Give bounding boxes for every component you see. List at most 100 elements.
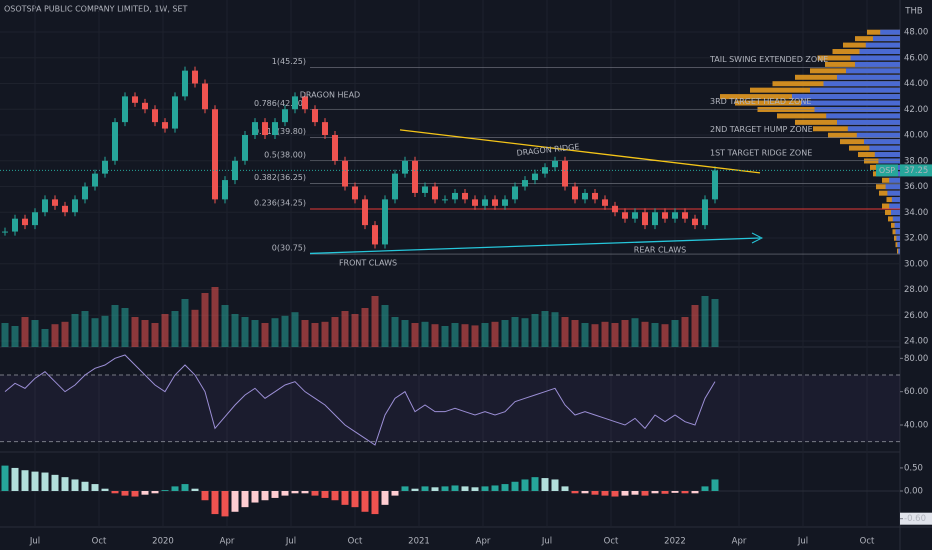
macd-bar bbox=[571, 491, 579, 494]
volume-bar bbox=[161, 314, 169, 347]
candle bbox=[412, 160, 418, 193]
fib-label: 0.618(39.80) bbox=[254, 127, 306, 136]
volume-profile-inner bbox=[837, 119, 900, 125]
candle bbox=[212, 109, 218, 200]
zone-label: 1ST TARGET RIDGE ZONE bbox=[710, 148, 812, 157]
candle bbox=[652, 212, 658, 226]
candle bbox=[452, 192, 458, 200]
volume-profile-inner bbox=[792, 94, 900, 100]
volume-bar bbox=[241, 317, 249, 347]
candle bbox=[242, 135, 248, 161]
fib-label: 0.5(38.00) bbox=[264, 150, 306, 159]
candle bbox=[662, 212, 668, 219]
volume-bar bbox=[431, 324, 439, 347]
volume-bar bbox=[541, 311, 549, 347]
macd-bar bbox=[501, 484, 509, 491]
macd-bar bbox=[231, 491, 239, 512]
macd-bar bbox=[401, 486, 409, 491]
macd-tick-label: 0.00 bbox=[904, 487, 923, 497]
candle bbox=[312, 109, 318, 123]
macd-bar bbox=[1, 465, 9, 491]
volume-bar bbox=[61, 321, 69, 347]
volume-bar bbox=[41, 329, 49, 347]
macd-bar bbox=[631, 491, 639, 495]
volume-profile-inner bbox=[896, 235, 900, 241]
x-tick-label: 2022 bbox=[664, 537, 686, 547]
macd-bar bbox=[471, 487, 479, 491]
candle bbox=[522, 180, 528, 187]
x-tick-label: Oct bbox=[92, 537, 107, 547]
candle bbox=[692, 218, 698, 226]
volume-bar bbox=[631, 318, 639, 347]
macd-bar bbox=[421, 486, 429, 491]
volume-bar bbox=[321, 321, 329, 347]
macd-bar bbox=[241, 491, 249, 508]
macd-bar bbox=[291, 491, 299, 494]
currency: THB bbox=[904, 7, 923, 17]
annotation: FRONT CLAWS bbox=[339, 259, 397, 268]
volume-profile-inner bbox=[889, 203, 900, 209]
candle bbox=[22, 218, 28, 226]
volume-bar bbox=[591, 324, 599, 347]
y-tick-label: 30.00 bbox=[904, 259, 928, 269]
volume-bar bbox=[411, 323, 419, 347]
macd-bar bbox=[151, 491, 159, 494]
macd-bar bbox=[341, 491, 349, 505]
volume-bar bbox=[471, 325, 479, 347]
candle bbox=[252, 122, 258, 135]
candle bbox=[572, 186, 578, 200]
volume-bar bbox=[441, 326, 449, 347]
candle bbox=[492, 199, 498, 206]
candle bbox=[352, 186, 358, 200]
macd-bar bbox=[371, 491, 379, 515]
x-tick-label: Jul bbox=[797, 537, 808, 547]
volume-bar bbox=[691, 305, 699, 347]
volume-bar bbox=[621, 320, 629, 347]
candle bbox=[582, 192, 588, 200]
zone-label: TAIL SWING EXTENDED ZONE bbox=[709, 55, 828, 64]
macd-bar bbox=[311, 491, 319, 496]
y-tick-label: 34.00 bbox=[904, 208, 928, 218]
macd-bar bbox=[191, 488, 199, 491]
volume-bar bbox=[371, 296, 379, 347]
x-tick-label: Oct bbox=[860, 537, 875, 547]
volume-bar bbox=[191, 309, 199, 347]
y-tick-label: 48.00 bbox=[904, 28, 928, 38]
macd-bar bbox=[41, 472, 49, 491]
macd-bar bbox=[701, 486, 709, 491]
x-tick-label: Apr bbox=[476, 537, 491, 547]
volume-bar bbox=[311, 323, 319, 347]
macd-tag-bg bbox=[900, 512, 932, 525]
candle bbox=[272, 122, 278, 135]
candle bbox=[382, 199, 388, 245]
macd-tick-label: -0.60 bbox=[904, 514, 926, 524]
macd-bar bbox=[541, 478, 549, 491]
macd-bar bbox=[391, 491, 399, 496]
volume-profile-inner bbox=[891, 209, 900, 215]
volume-bar bbox=[581, 323, 589, 347]
fib-label: 0.382(36.25) bbox=[254, 173, 306, 182]
x-tick-label: Oct bbox=[604, 537, 619, 547]
volume-profile-inner bbox=[801, 100, 900, 106]
volume-bar bbox=[281, 315, 289, 347]
candle bbox=[172, 96, 178, 129]
volume-bar bbox=[531, 314, 539, 347]
macd-bar bbox=[621, 491, 629, 496]
chart-title: OSOTSPA PUBLIC COMPANY LIMITED, 1W, SET bbox=[4, 5, 188, 14]
candle bbox=[392, 173, 398, 200]
macd-bar bbox=[301, 491, 309, 494]
volume-profile-inner bbox=[885, 184, 900, 190]
volume-bar bbox=[331, 317, 339, 347]
candle bbox=[142, 102, 148, 110]
macd-bar bbox=[21, 470, 29, 491]
volume-profile-inner bbox=[898, 248, 900, 254]
macd-bar bbox=[201, 491, 209, 501]
fib-label: 0.786(42.00) bbox=[254, 99, 306, 108]
volume-bar bbox=[101, 315, 109, 347]
candle bbox=[82, 186, 88, 200]
candle bbox=[132, 96, 138, 103]
macd-bar bbox=[591, 491, 599, 495]
volume-profile-inner bbox=[856, 132, 900, 138]
candle bbox=[672, 212, 678, 219]
volume-bar bbox=[21, 317, 29, 347]
